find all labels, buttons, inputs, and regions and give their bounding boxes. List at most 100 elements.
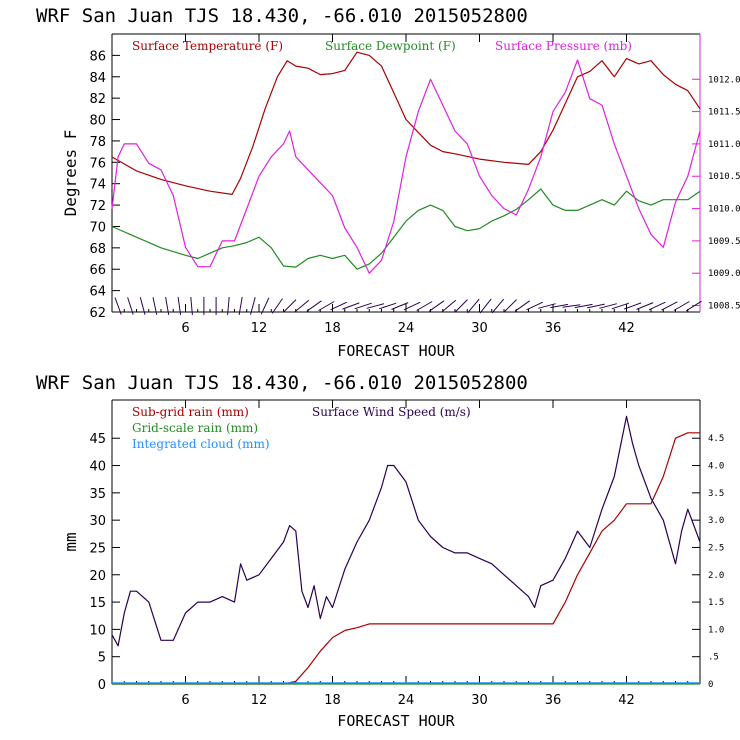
- wind-barb: [114, 297, 122, 315]
- x-tick-label: 6: [181, 321, 189, 336]
- wind-barb: [271, 298, 283, 314]
- wind-barb: [403, 301, 421, 311]
- wind-barb: [190, 296, 193, 316]
- x-tick-label: 42: [618, 321, 635, 336]
- wind-barb: [599, 303, 617, 309]
- x-tick-label: 6: [181, 693, 189, 708]
- wind-barb: [294, 299, 310, 313]
- wind-barb: [366, 303, 385, 309]
- wind-barb: [282, 299, 297, 313]
- y-tick-label: 0: [98, 678, 106, 693]
- y-tick-label: 30: [89, 514, 106, 529]
- wind-barb: [227, 296, 230, 316]
- y2-tick-label: 1010.0: [708, 205, 740, 215]
- panel-1-title: WRF San Juan TJS 18.430, -66.010 2015052…: [36, 5, 528, 27]
- wind-barb: [624, 302, 642, 310]
- x-tick-label: 24: [398, 321, 415, 336]
- wind-barb: [574, 303, 593, 309]
- x-tick-label: 30: [471, 693, 488, 708]
- wind-barb: [503, 299, 517, 313]
- y-tick-label: 25: [89, 541, 106, 556]
- wind-barb: [562, 304, 581, 308]
- y-tick-label: 76: [89, 156, 106, 171]
- panel-2: WRF San Juan TJS 18.430, -66.010 2015052…: [36, 372, 724, 730]
- wind-barb: [514, 300, 530, 312]
- wind-barb: [378, 302, 397, 310]
- y-tick-label: 84: [89, 71, 106, 86]
- wind-barb: [673, 301, 690, 311]
- series-line-2: [111, 188, 701, 270]
- wind-barb: [586, 303, 605, 309]
- y-axis-label: mm: [61, 532, 80, 551]
- y-tick-label: 20: [89, 569, 106, 584]
- y2-tick-label: 1010.5: [708, 172, 740, 182]
- wind-barb: [648, 301, 666, 311]
- y2-tick-label: 1.0: [708, 625, 724, 635]
- wind-barb: [391, 302, 409, 310]
- y2-tick-label: 1011.0: [708, 140, 740, 150]
- wind-barb: [538, 303, 556, 309]
- y-axis-label: Degrees F: [61, 130, 80, 217]
- wind-barb: [250, 297, 256, 315]
- y-tick-label: 40: [89, 460, 106, 475]
- x-tick-label: 36: [545, 321, 562, 336]
- x-tick-label: 18: [324, 693, 341, 708]
- wind-barb: [685, 300, 702, 312]
- legend-entry: Sub-grid rain (mm): [132, 405, 249, 419]
- series-line-4: [111, 415, 701, 647]
- x-axis-label: FORECAST HOUR: [337, 342, 455, 360]
- x-tick-label: 30: [471, 321, 488, 336]
- wind-barb: [165, 297, 170, 315]
- y-tick-label: 10: [89, 623, 106, 638]
- wind-barb: [454, 299, 468, 313]
- x-axis-label: FORECAST HOUR: [337, 712, 455, 730]
- y2-tick-label: 4.5: [708, 434, 724, 444]
- wind-barb: [479, 298, 492, 314]
- series-line-1: [112, 432, 700, 685]
- wind-barb: [550, 303, 569, 309]
- wind-barb: [491, 298, 505, 314]
- wind-barb: [306, 300, 322, 312]
- wind-barb: [526, 301, 544, 311]
- y2-tick-label: 1009.0: [708, 269, 740, 279]
- legend-entry: Surface Dewpoint (F): [325, 39, 456, 53]
- wind-barb: [661, 301, 678, 311]
- y2-tick-label: 3.5: [708, 489, 724, 499]
- y-tick-label: 70: [89, 220, 106, 235]
- series-line-3: [111, 59, 701, 274]
- y-tick-label: 68: [89, 242, 106, 257]
- y2-tick-label: 1008.5: [708, 302, 740, 312]
- legend-entry: Grid-scale rain (mm): [132, 421, 258, 435]
- y2-tick-label: 3.0: [708, 516, 724, 526]
- y2-tick-label: 2.0: [708, 571, 724, 581]
- x-tick-label: 24: [398, 693, 415, 708]
- wind-barb: [467, 298, 480, 314]
- y-tick-label: 78: [89, 135, 106, 150]
- legend-entry: Integrated cloud (mm): [132, 437, 270, 451]
- y-tick-label: 72: [89, 199, 106, 214]
- wind-barb: [318, 301, 335, 311]
- wind-barb: [127, 297, 134, 315]
- panel-1: WRF San Juan TJS 18.430, -66.010 2015052…: [36, 5, 740, 360]
- y-tick-label: 62: [89, 306, 106, 321]
- y-tick-label: 15: [89, 596, 106, 611]
- wind-barb: [139, 297, 146, 315]
- wind-barb: [177, 297, 182, 315]
- x-tick-label: 18: [324, 321, 341, 336]
- y-tick-label: 35: [89, 487, 106, 502]
- wind-barb: [611, 302, 630, 310]
- y2-tick-label: .5: [708, 653, 719, 663]
- x-tick-label: 12: [251, 321, 268, 336]
- y2-tick-label: 1.5: [708, 598, 724, 608]
- x-tick-label: 42: [618, 693, 635, 708]
- y-tick-label: 5: [98, 651, 106, 666]
- wind-barb: [342, 302, 360, 310]
- y-tick-label: 45: [89, 432, 106, 447]
- legend-entry: Surface Wind Speed (m/s): [312, 405, 471, 419]
- y-tick-label: 82: [89, 92, 106, 107]
- y2-tick-label: 1009.5: [708, 237, 740, 247]
- wind-barb: [354, 302, 372, 310]
- wind-barb: [441, 299, 457, 313]
